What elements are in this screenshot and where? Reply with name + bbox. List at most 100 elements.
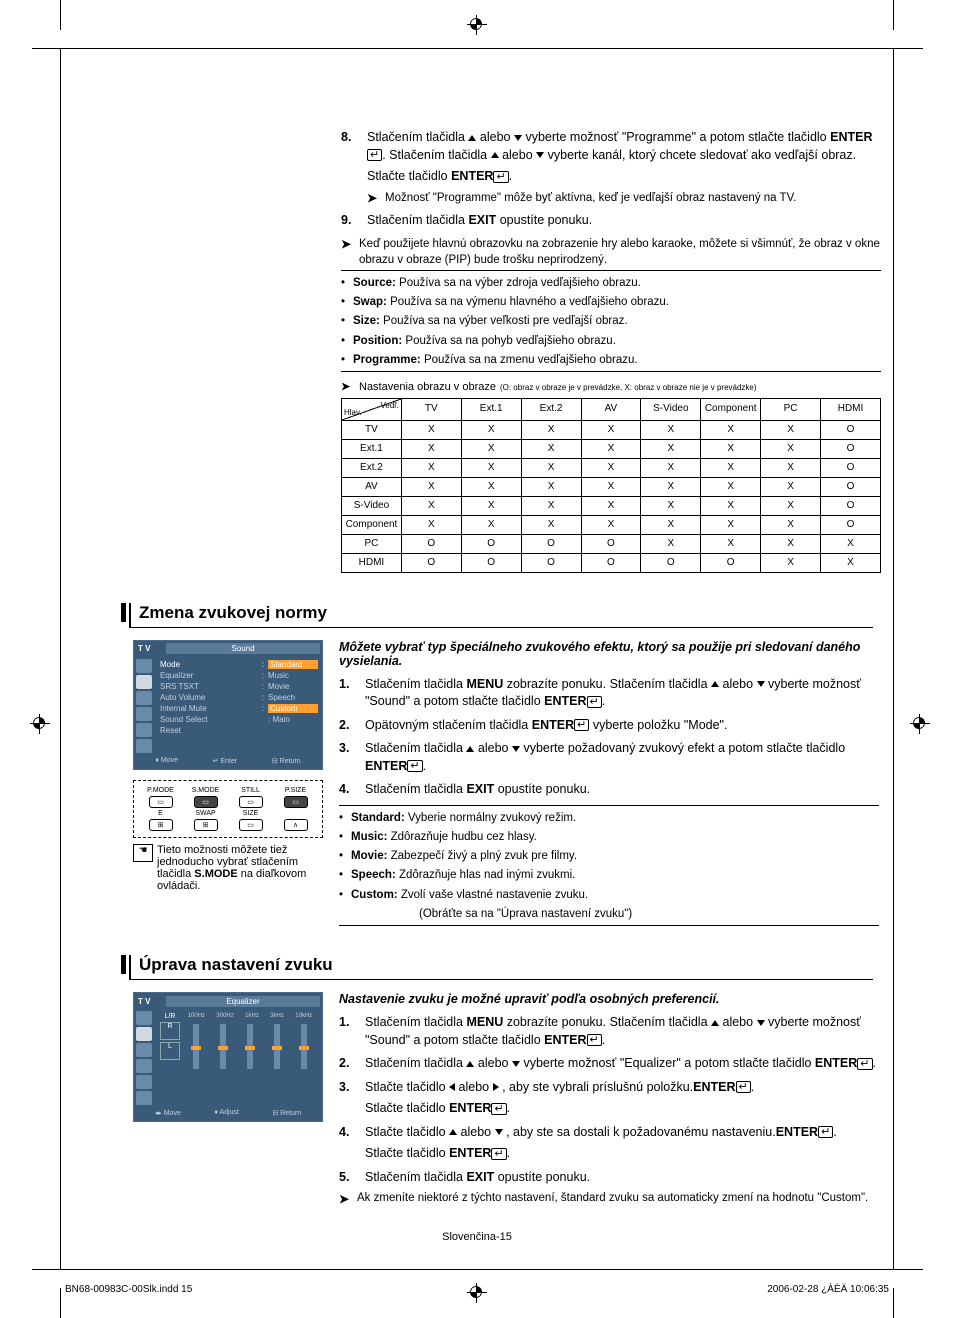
- eq-slider: [247, 1024, 253, 1069]
- section-intro: Nastavenie zvuku je možné upraviť podľa …: [339, 992, 879, 1006]
- hand-icon: ☚: [133, 844, 153, 862]
- crop-mark: [893, 48, 923, 49]
- divider: [341, 371, 881, 372]
- divider: [339, 925, 879, 926]
- osd-menu-row: Auto Volume:Speech: [160, 692, 318, 703]
- page-number: Slovenčina-15: [61, 1231, 893, 1243]
- eq-channel-box: L: [160, 1042, 180, 1060]
- step: 1.Stlačením tlačidla MENU zobrazíte ponu…: [339, 676, 879, 711]
- enter-icon: ↵: [493, 171, 508, 183]
- def-row: •Custom: Zvolí vaše vlastné nastavenie z…: [339, 887, 879, 904]
- osd-icon-col: [134, 657, 156, 755]
- crop-mark: [893, 1288, 894, 1318]
- step: 2.Opätovným stlačením tlačidla ENTER↵ vy…: [339, 717, 879, 735]
- eq-slider: [220, 1024, 226, 1069]
- osd-tab-icon: [136, 723, 152, 737]
- section-2: Zmena zvukovej normy T VSound Mode:Stand…: [129, 603, 873, 932]
- registration-mark: [467, 15, 487, 35]
- def-row: •Movie: Zabezpečí živý a plný zvuk pre f…: [339, 848, 879, 865]
- note-arrow-icon: ➤: [341, 380, 359, 395]
- osd-menu-row: Equalizer:Music: [160, 670, 318, 681]
- osd-menu-row: Internal Mute:Custom: [160, 703, 318, 714]
- osd-menu-row: Mode:Standard: [160, 659, 318, 670]
- def-row: •Source: Používa sa na výber zdroja vedľ…: [341, 275, 881, 292]
- steps-list: 1.Stlačením tlačidla MENU zobrazíte ponu…: [339, 1014, 879, 1186]
- section-heading: Úprava nastavení zvuku: [129, 955, 873, 980]
- section-3-left: T VEqualizer L/R R L: [133, 992, 333, 1122]
- eq-slider: [274, 1024, 280, 1069]
- def-row: •Programme: Používa sa na zmenu vedľajši…: [341, 352, 881, 369]
- print-footer: BN68-00983C-00Slk.indd 15 2006-02-28 ¿ÀÈ…: [61, 1284, 893, 1295]
- crop-mark: [32, 1269, 62, 1270]
- osd-tab-icon: [136, 1059, 152, 1073]
- pip-matrix-table: Hlav.Vedľ.TVExt.1Ext.2AVS-VideoComponent…: [341, 398, 881, 573]
- osd-footer: ♦ Move ↵ Enter ⊟ Return: [134, 755, 322, 765]
- divider: [339, 805, 879, 806]
- def-row: •Speech: Zdôrazňuje hlas nad inými zvukm…: [339, 867, 879, 884]
- section-3: Úprava nastavení zvuku T VEqualizer: [129, 955, 873, 1207]
- def-row: •Swap: Používa sa na výmenu hlavného a v…: [341, 294, 881, 311]
- page-frame: 8. Stlačením tlačidla alebo vyberte možn…: [60, 48, 894, 1270]
- defs-list: •Standard: Vyberie normálny zvukový reži…: [339, 810, 879, 924]
- osd-tab-icon: [136, 707, 152, 721]
- osd-sound-menu: T VSound Mode:StandardEqualizer:MusicSRS…: [133, 640, 323, 770]
- def-row: •Position: Používa sa na pohyb vedľajšie…: [341, 333, 881, 350]
- osd-menu-row: Sound Select: Main: [160, 714, 318, 725]
- remote-button: ▭: [239, 819, 263, 831]
- osd-footer: ◂▸ Move ♦ Adjust ⊟ Return: [134, 1107, 322, 1117]
- up-arrow-icon: [491, 152, 499, 158]
- osd-menu-items: Mode:StandardEqualizer:MusicSRS TSXT:Mov…: [156, 657, 322, 755]
- step-9: 9. Stlačením tlačidla EXIT opustíte ponu…: [341, 212, 881, 230]
- section-1: 8. Stlačením tlačidla alebo vyberte možn…: [61, 49, 893, 573]
- main-note: ➤ Keď použijete hlavnú obrazovku na zobr…: [341, 236, 881, 268]
- divider: [341, 270, 881, 271]
- osd-icon-col: [134, 1009, 156, 1107]
- step: 1.Stlačením tlačidla MENU zobrazíte ponu…: [339, 1014, 879, 1049]
- step-body: Stlačením tlačidla alebo vyberte možnosť…: [367, 129, 881, 206]
- step: 3.Stlačte tlačidlo alebo , aby ste vybra…: [339, 1079, 879, 1118]
- remote-button: ▭: [149, 796, 173, 808]
- section-2-left: T VSound Mode:StandardEqualizer:MusicSRS…: [133, 640, 333, 892]
- registration-mark: [30, 714, 50, 734]
- down-arrow-icon: [536, 152, 544, 158]
- osd-tab-icon: [136, 739, 152, 753]
- remote-button: ▭: [284, 796, 308, 808]
- osd-tab-icon: [136, 691, 152, 705]
- crop-mark: [893, 1269, 923, 1270]
- def-row: •Standard: Vyberie normálny zvukový reži…: [339, 810, 879, 827]
- remote-button: ⊞: [194, 819, 218, 831]
- down-arrow-icon: [514, 135, 522, 141]
- remote-snippet: P.MODE S.MODE STILL P.SIZE ▭ ▭ ▭ ▭ E SWA…: [133, 780, 323, 838]
- osd-tab-icon: [136, 1027, 152, 1041]
- note-arrow-icon: ➤: [367, 190, 385, 207]
- footer-left: BN68-00983C-00Slk.indd 15: [65, 1284, 192, 1295]
- crop-mark: [893, 0, 894, 30]
- remote-button: ▭: [194, 796, 218, 808]
- def-row: •Music: Zdôrazňuje hudbu cez hlasy.: [339, 829, 879, 846]
- osd-tab-icon: [136, 675, 152, 689]
- enter-icon: ↵: [367, 149, 382, 161]
- step: 5.Stlačením tlačidla EXIT opustíte ponuk…: [339, 1169, 879, 1187]
- remote-button: ▭: [239, 796, 263, 808]
- hand-note: ☚ Tieto možnosti môžete tiež jednoducho …: [133, 844, 333, 892]
- crop-mark: [60, 0, 61, 30]
- osd-tab-icon: [136, 1043, 152, 1057]
- section-3-note: ➤ Ak zmeníte niektoré z týchto nastavení…: [339, 1192, 879, 1206]
- step-body: Stlačením tlačidla EXIT opustíte ponuku.: [367, 212, 881, 230]
- registration-mark: [910, 714, 930, 734]
- def-row: •Size: Používa sa na výber veľkosti pre …: [341, 313, 881, 330]
- step: 4.Stlačte tlačidlo alebo , aby ste sa do…: [339, 1124, 879, 1163]
- eq-slider: [193, 1024, 199, 1069]
- step: 4.Stlačením tlačidla EXIT opustíte ponuk…: [339, 781, 879, 799]
- steps-list: 1.Stlačením tlačidla MENU zobrazíte ponu…: [339, 676, 879, 799]
- section-heading: Zmena zvukovej normy: [129, 603, 873, 628]
- osd-equalizer: T VEqualizer L/R R L: [133, 992, 323, 1122]
- step-number: 8.: [341, 129, 367, 206]
- equalizer-body: L/R R L 100Hz300Hz1kHz3kHz10kHz: [156, 1009, 322, 1107]
- osd-menu-row: SRS TSXT:Movie: [160, 681, 318, 692]
- note-arrow-icon: ➤: [341, 236, 359, 268]
- step-8-note: Možnosť "Programme" môže byť aktívna, ke…: [385, 190, 881, 207]
- remote-button: ⊞: [149, 819, 173, 831]
- footer-right: 2006-02-28 ¿ÀÈÄ 10:06:35: [767, 1284, 889, 1295]
- defs-list: •Source: Používa sa na výber zdroja vedľ…: [341, 275, 881, 369]
